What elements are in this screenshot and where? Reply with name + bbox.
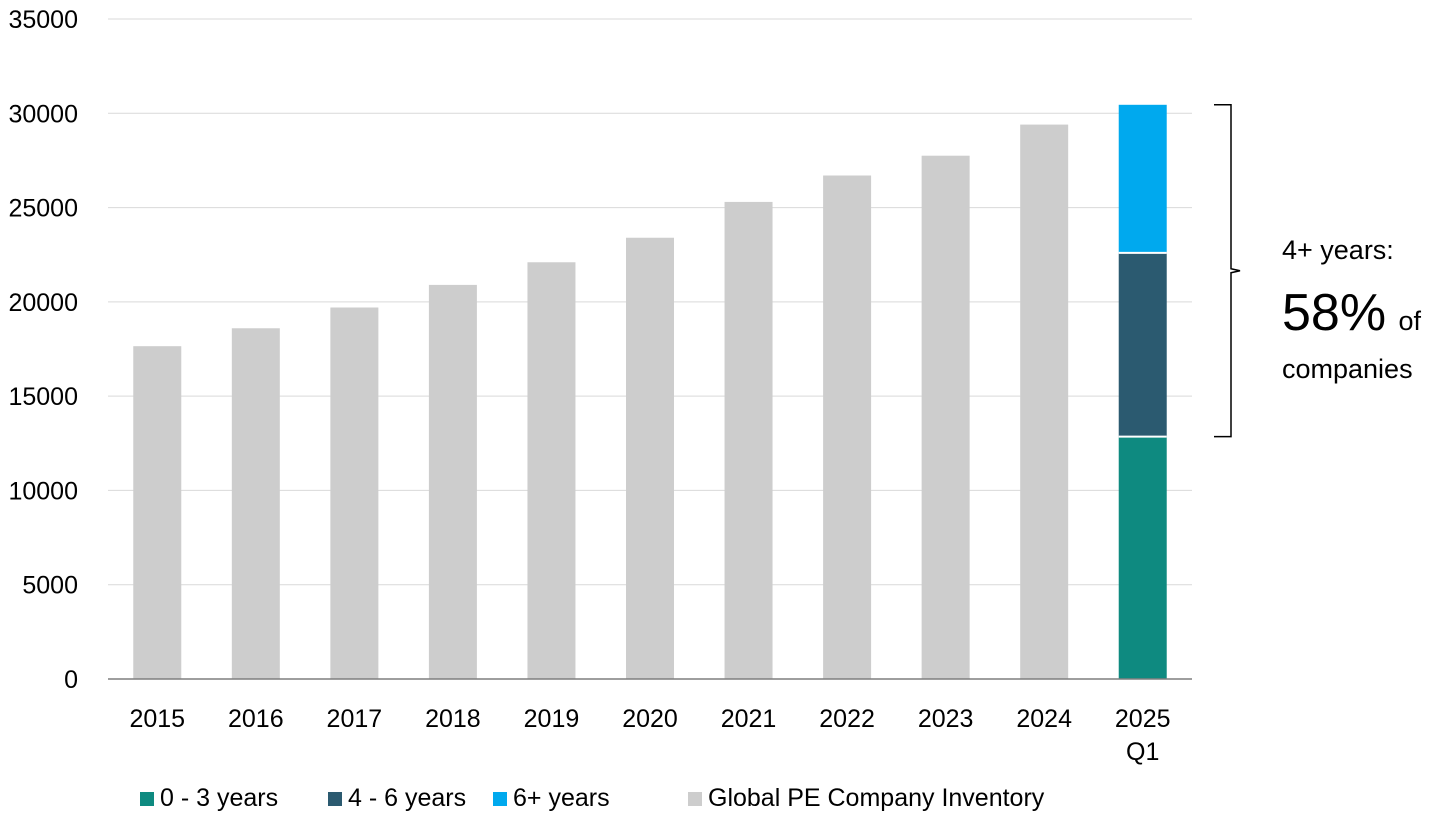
annotation-brace [1214, 104, 1241, 438]
x-tick-label: 2017 [327, 705, 383, 733]
bars [133, 104, 1167, 680]
bar-4-6-years [1118, 252, 1167, 437]
x-tick-label: 2024 [1016, 705, 1072, 733]
x-tick-label: 2018 [425, 705, 481, 733]
bar-global-pe-company-inventory [626, 237, 674, 679]
x-tick-label: 2025 [1115, 705, 1171, 733]
bar-global-pe-company-inventory [1020, 124, 1069, 680]
x-tick-label: 2022 [819, 705, 875, 733]
x-axis-labels: 2015 2016 2017 2018 2019 2020 2021 2022 2023 2024… [129, 705, 1170, 766]
bar-global-pe-company-inventory [330, 307, 379, 679]
annotation-line3: companies [1282, 354, 1413, 384]
x-tick-label: 2016 [228, 705, 284, 733]
y-tick-label: 0 [64, 666, 78, 694]
legend-label: 4 - 6 years [348, 784, 466, 812]
annotation-suffix: of [1399, 306, 1422, 336]
legend-label: 6+ years [513, 784, 610, 812]
y-tick-label: 20000 [8, 289, 78, 317]
bar-global-pe-company-inventory [133, 346, 182, 679]
legend-label: 0 - 3 years [160, 784, 278, 812]
y-tick-label: 5000 [22, 572, 78, 600]
x-tick-label: 2020 [622, 705, 678, 733]
bar-global-pe-company-inventory [921, 155, 970, 679]
y-axis-labels: 0 5000 10000 15000 20000 25000 30000 35000 [8, 6, 78, 694]
legend-swatch [328, 792, 342, 806]
annotation-value-line: 58% of [1282, 284, 1422, 342]
x-tick-label: 2021 [721, 705, 777, 733]
x-tick-label: Q1 [1126, 738, 1159, 766]
bar-global-pe-company-inventory [527, 262, 576, 679]
legend: 0 - 3 years 4 - 6 years 6+ years Global PE … [140, 784, 1045, 812]
bar-global-pe-company-inventory [724, 201, 773, 679]
bar-global-pe-company-inventory [231, 328, 280, 679]
bar-global-pe-company-inventory [823, 175, 872, 679]
legend-swatch [493, 792, 507, 806]
x-tick-label: 2023 [918, 705, 974, 733]
x-tick-label: 2015 [129, 705, 185, 733]
x-tick-label: 2019 [524, 705, 580, 733]
bar-global-pe-company-inventory [428, 284, 477, 679]
y-tick-label: 35000 [8, 6, 78, 34]
legend-label: Global PE Company Inventory [708, 784, 1045, 812]
bar-0-3-years [1118, 436, 1167, 679]
annotation-line1: 4+ years: [1282, 235, 1394, 265]
y-tick-label: 30000 [8, 100, 78, 128]
annotation-big-value: 58% [1282, 284, 1386, 342]
y-tick-label: 15000 [8, 383, 78, 411]
y-tick-label: 25000 [8, 195, 78, 223]
legend-swatch [688, 792, 702, 806]
legend-swatch [140, 792, 154, 806]
y-tick-label: 10000 [8, 477, 78, 505]
bar-6-years [1118, 104, 1167, 253]
